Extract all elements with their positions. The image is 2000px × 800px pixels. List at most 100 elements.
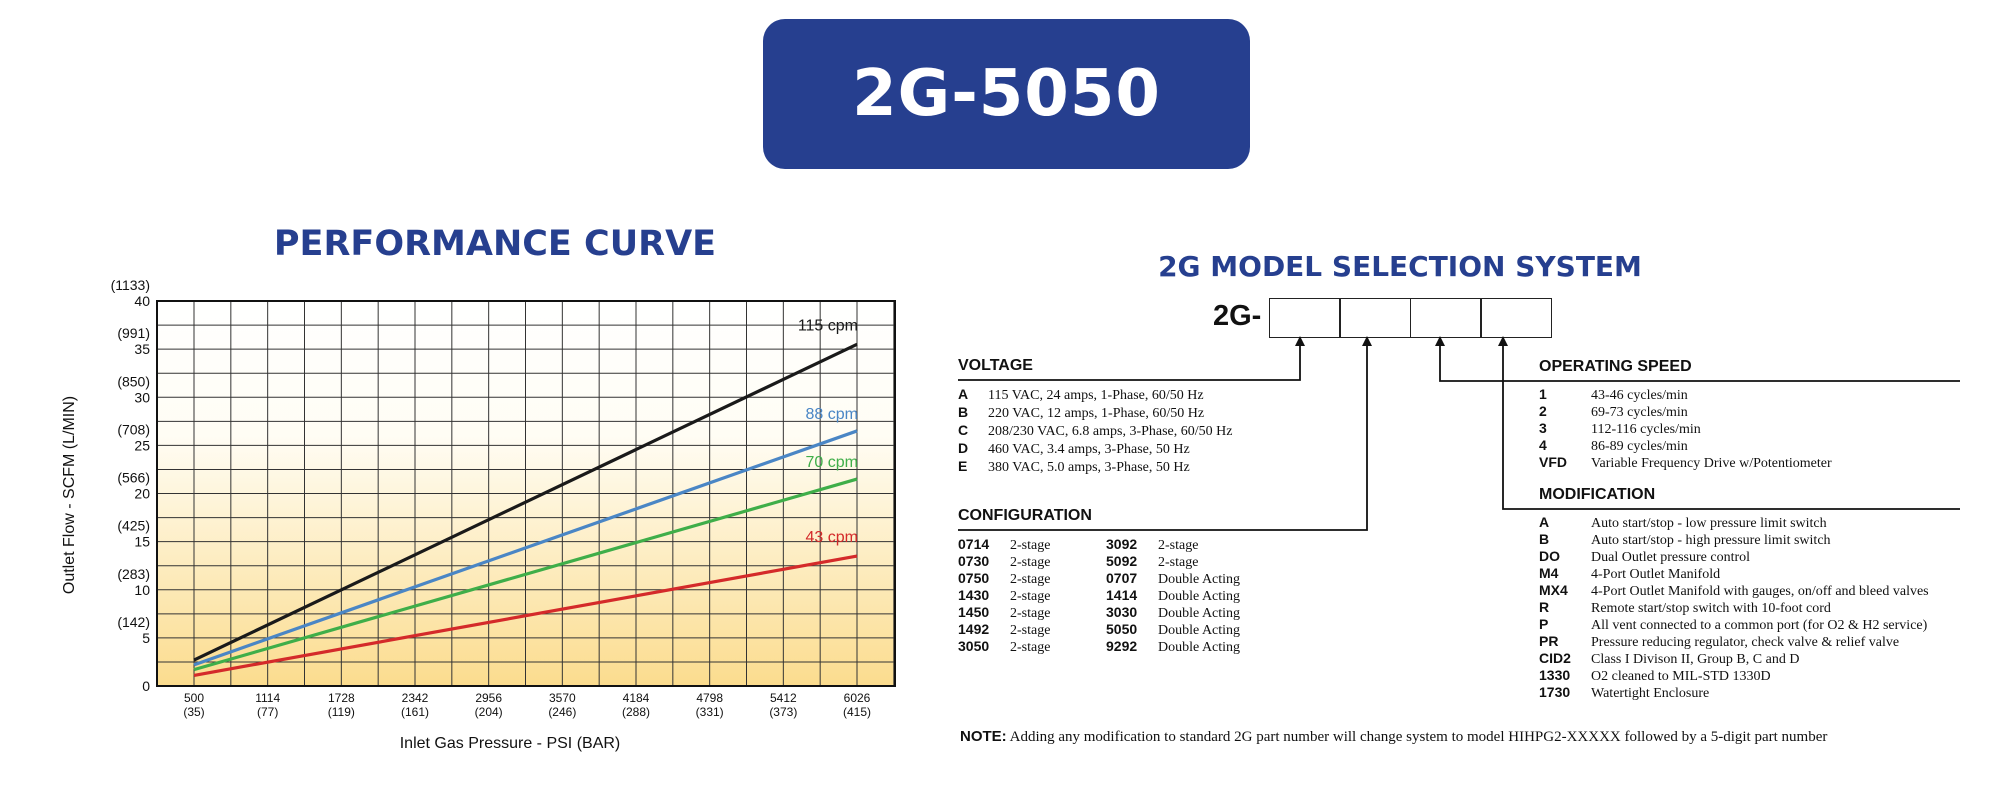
voltage-option: A 115 VAC, 24 amps, 1-Phase, 60/50 Hz <box>958 386 1204 404</box>
configuration-code: 0750 <box>958 570 990 586</box>
modification-title: MODIFICATION <box>1539 486 1656 503</box>
configuration-desc: 2-stage <box>1010 640 1051 655</box>
x-tick-sublabel: (204) <box>475 705 503 719</box>
configuration-option: 5092 2-stage <box>1106 553 1198 571</box>
voltage-desc: 115 VAC, 24 amps, 1-Phase, 60/50 Hz <box>988 388 1204 403</box>
x-tick-sublabel: (119) <box>328 705 355 719</box>
configuration-option: 3092 2-stage <box>1106 536 1198 554</box>
modification-desc: Pressure reducing regulator, check valve… <box>1591 635 1900 650</box>
operating-speed-code: 1 <box>1539 386 1547 402</box>
modification-option: 1330 O2 cleaned to MIL-STD 1330D <box>1539 667 1771 685</box>
model-code-boxes <box>1268 298 1552 338</box>
modification-code: B <box>1539 531 1550 547</box>
configuration-option: 9292 Double Acting <box>1106 638 1240 656</box>
configuration-code: 3050 <box>958 638 990 654</box>
modification-code: DO <box>1539 548 1560 564</box>
configuration-code: 9292 <box>1106 638 1138 654</box>
model-prefix: 2G- <box>1213 300 1262 332</box>
configuration-desc: Double Acting <box>1158 623 1241 638</box>
modification-desc: O2 cleaned to MIL-STD 1330D <box>1591 669 1771 684</box>
configuration-option: 1414 Double Acting <box>1106 587 1240 605</box>
voltage-option: C 208/230 VAC, 6.8 amps, 3-Phase, 60/50 H… <box>958 422 1232 440</box>
configuration-desc: 2-stage <box>1158 538 1199 553</box>
voltage-code: E <box>958 458 968 474</box>
configuration-option: 0714 2-stage <box>958 536 1050 554</box>
configuration-connector <box>958 336 1372 531</box>
y-tick-label: 0 <box>142 678 150 694</box>
modification-desc: Remote start/stop switch with 10-foot co… <box>1591 601 1831 616</box>
y-tick-label: 10 <box>134 582 150 598</box>
operating-speed-option: VFD Variable Frequency Drive w/Potentiome… <box>1539 454 1832 472</box>
operating-speed-desc: 86-89 cycles/min <box>1591 439 1688 454</box>
voltage-desc: 460 VAC, 3.4 amps, 3-Phase, 50 Hz <box>988 442 1190 457</box>
performance-title: PERFORMANCE CURVE <box>273 224 717 264</box>
configuration-option: 0707 Double Acting <box>1106 570 1240 588</box>
configuration-option: 1430 2-stage <box>958 587 1050 605</box>
y-tick-sublabel: (708) <box>117 421 150 437</box>
y-tick-label: 40 <box>134 293 150 309</box>
x-tick-label: 4798 <box>696 691 723 705</box>
x-tick-sublabel: (246) <box>548 705 576 719</box>
configuration-title: CONFIGURATION <box>958 507 1092 524</box>
modification-option: DO Dual Outlet pressure control <box>1539 548 1750 566</box>
configuration-code: 3030 <box>1106 604 1138 620</box>
configuration-code: 0714 <box>958 536 990 552</box>
y-tick-sublabel: (1133) <box>111 280 150 293</box>
operating-speed-code: 2 <box>1539 403 1547 419</box>
y-tick-label: 30 <box>134 389 150 405</box>
plot-frame <box>156 300 896 687</box>
modification-desc: Class I Divison II, Group B, C and D <box>1591 652 1800 667</box>
modification-desc: Auto start/stop - high pressure limit sw… <box>1591 533 1831 548</box>
y-tick-sublabel: (850) <box>117 373 150 389</box>
y-tick-sublabel: (991) <box>117 325 150 341</box>
modification-option: B Auto start/stop - high pressure limit s… <box>1539 531 1831 549</box>
configuration-option: 1492 2-stage <box>958 621 1050 639</box>
x-tick-sublabel: (373) <box>769 705 797 719</box>
modification-option: P All vent connected to a common port (fo… <box>1539 616 1927 634</box>
speed-box <box>1409 298 1482 338</box>
voltage-desc: 220 VAC, 12 amps, 1-Phase, 60/50 Hz <box>988 406 1205 421</box>
operating-speed-option: 3 112-116 cycles/min <box>1539 420 1701 438</box>
x-tick-sublabel: (415) <box>843 705 871 719</box>
y-tick-sublabel: (142) <box>117 614 150 630</box>
configuration-code: 0707 <box>1106 570 1138 586</box>
modification-desc: 4-Port Outlet Manifold with gauges, on/o… <box>1591 584 1929 599</box>
voltage-code: D <box>958 440 969 456</box>
speed-connector <box>1435 336 1960 382</box>
x-tick-label: 4184 <box>623 691 650 705</box>
configuration-desc: Double Acting <box>1158 606 1241 621</box>
operating-speed-option: 2 69-73 cycles/min <box>1539 403 1688 421</box>
series-label: 88 cpm <box>806 406 858 423</box>
modification-desc: Watertight Enclosure <box>1591 686 1710 701</box>
modification-code: A <box>1539 514 1550 530</box>
modification-connector <box>1498 336 1960 510</box>
configuration-code: 1414 <box>1106 587 1138 603</box>
modification-desc: 4-Port Outlet Manifold <box>1591 567 1721 582</box>
performance-chart: 115 cpm 88 cpm 70 cpm 43 cpm 0 5(142) 10(283) 1… <box>61 280 896 752</box>
voltage-code: C <box>958 422 969 438</box>
series-line <box>193 342 858 662</box>
x-tick-label: 3570 <box>549 691 576 705</box>
x-tick-sublabel: (331) <box>696 705 724 719</box>
y-tick-label: 25 <box>134 437 150 453</box>
configuration-desc: Double Acting <box>1158 640 1241 655</box>
modification-option: 1730 Watertight Enclosure <box>1539 684 1709 702</box>
series-line <box>193 429 858 667</box>
configuration-desc: 2-stage <box>1010 623 1051 638</box>
x-tick-label: 1728 <box>328 691 355 705</box>
model-banner: 2G-5050 <box>763 19 1250 169</box>
configuration-option: 0730 2-stage <box>958 553 1050 571</box>
configuration-desc: Double Acting <box>1158 572 1241 587</box>
y-axis-label: Outlet Flow - SCFM (L/MIN) <box>61 396 78 594</box>
configuration-code: 5050 <box>1106 621 1138 637</box>
modification-code: R <box>1539 599 1550 615</box>
configuration-code: 3092 <box>1106 536 1138 552</box>
voltage-option: E 380 VAC, 5.0 amps, 3-Phase, 50 Hz <box>958 458 1190 476</box>
voltage-connector <box>958 336 1305 381</box>
series-line <box>193 477 858 672</box>
modification-option: R Remote start/stop switch with 10-foot c… <box>1539 599 1831 617</box>
series-label: 115 cpm <box>798 317 858 334</box>
y-tick-label: 20 <box>134 486 150 502</box>
modification-option: PR Pressure reducing regulator, check val… <box>1539 633 1899 651</box>
voltage-code: B <box>958 404 969 420</box>
